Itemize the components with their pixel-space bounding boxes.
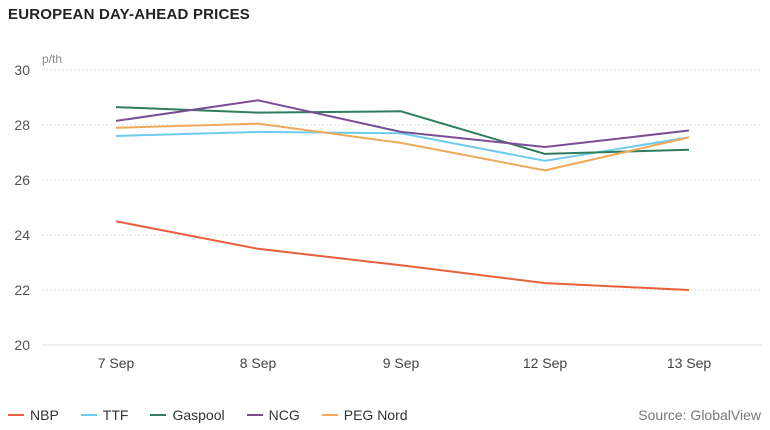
y-tick-label: 30 [14,62,30,78]
legend: NBP TTF Gaspool NCG PEG Nord [8,407,408,423]
legend-label: NBP [30,407,59,423]
legend-swatch [321,414,338,416]
legend-item-nbp: NBP [8,407,59,423]
x-tick-label: 8 Sep [240,355,277,371]
legend-item-ncg: NCG [246,407,300,423]
x-axis-ticks: 7 Sep 8 Sep 9 Sep 12 Sep 13 Sep [98,355,712,371]
y-tick-label: 22 [14,282,30,298]
legend-swatch [246,414,263,416]
legend-item-ttf: TTF [80,407,129,423]
x-tick-label: 7 Sep [98,355,135,371]
series-line-gaspool [115,106,690,155]
legend-swatch [80,414,97,416]
x-tick-label: 13 Sep [667,355,712,371]
x-tick-label: 9 Sep [383,355,420,371]
legend-item-gaspool: Gaspool [150,407,225,423]
series-lines [115,99,690,291]
legend-label: NCG [268,407,300,423]
series-line-nbp [115,220,690,291]
y-tick-label: 24 [14,227,30,243]
legend-label: PEG Nord [343,407,408,423]
legend-swatch [150,414,167,416]
legend-label: Gaspool [172,407,225,423]
source-note: Source: GlobalView [638,407,761,423]
legend-label: TTF [102,407,129,423]
grid-lines [42,69,762,291]
y-tick-label: 26 [14,172,30,188]
y-axis-unit: p/th [42,52,62,66]
x-tick-label: 12 Sep [523,355,568,371]
line-chart: 20 22 24 26 28 30 p/th 7 Sep 8 Sep 9 Sep 12 Sep 1… [14,52,762,371]
y-axis-ticks: 20 22 24 26 28 30 [14,62,30,353]
legend-swatch [8,414,24,416]
y-tick-label: 28 [14,117,30,133]
legend-item-peg-nord: PEG Nord [321,407,408,423]
chart-title: EUROPEAN DAY-AHEAD PRICES [8,6,250,23]
y-tick-label: 20 [14,337,30,353]
series-line-peg-nord [115,122,690,172]
series-line-ncg [115,99,690,148]
